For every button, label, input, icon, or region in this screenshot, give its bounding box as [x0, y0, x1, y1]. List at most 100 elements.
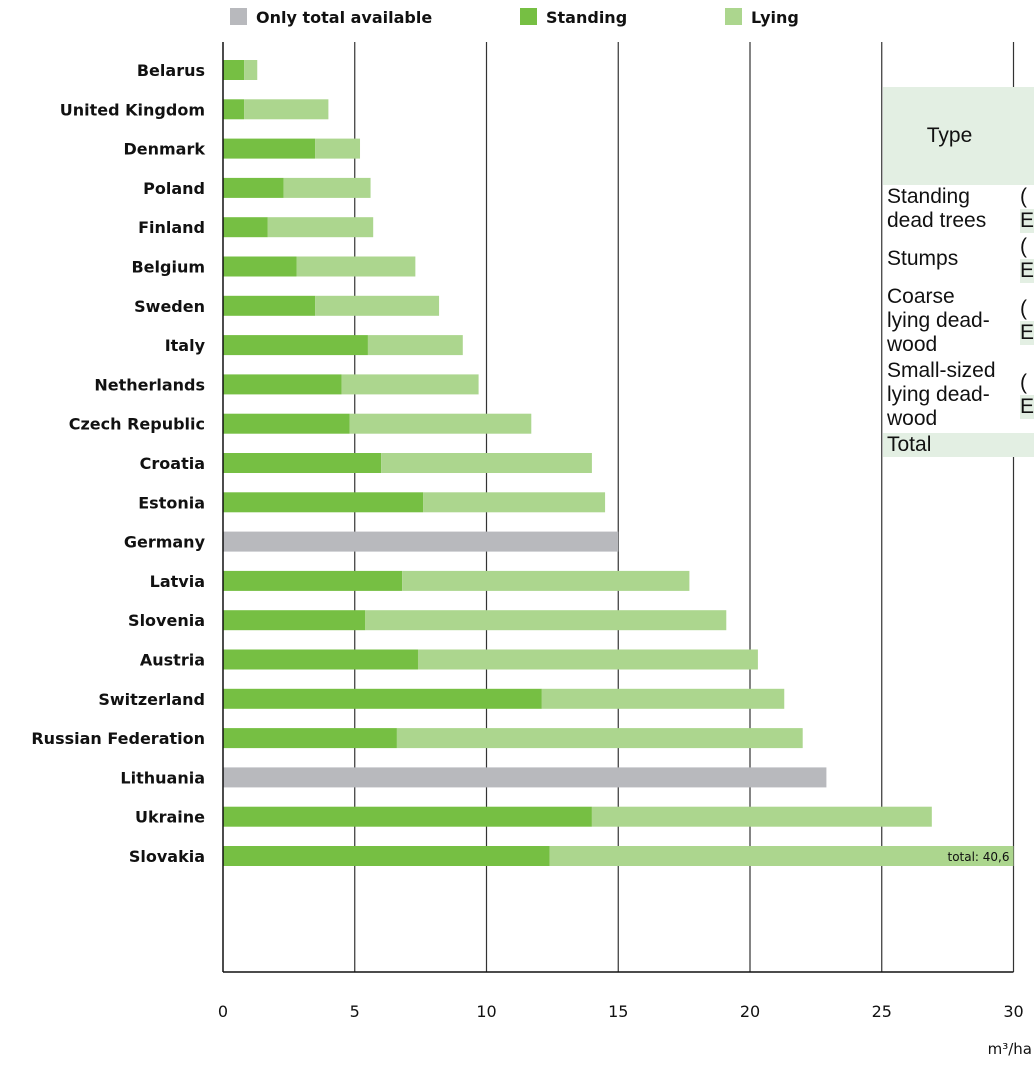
- x-tick-label: 25: [872, 1002, 892, 1021]
- table-stub-line: E: [1019, 259, 1034, 283]
- table-stub-line: (: [1019, 371, 1027, 394]
- bar-lying: [349, 413, 532, 434]
- bar-lying: [315, 295, 440, 316]
- bar-standing: [223, 453, 382, 473]
- bar-standing: [223, 335, 368, 356]
- bar-group: [223, 217, 374, 238]
- chart-legend: Only total available Standing Lying: [230, 8, 799, 27]
- bar-lying: [296, 256, 416, 277]
- table-cell-type: Small-sized lying dead-wood: [883, 357, 1016, 432]
- legend-item-lying: Lying: [725, 8, 799, 27]
- category-label: Italy: [165, 336, 206, 355]
- category-label: Croatia: [140, 454, 205, 473]
- category-label: Estonia: [138, 493, 205, 512]
- bar-standing: [223, 295, 316, 316]
- legend-item-total: Only total available: [230, 8, 432, 27]
- table-cell-stub: [1015, 431, 1034, 457]
- bar-group: [223, 531, 619, 552]
- bar-standing: [223, 570, 403, 591]
- bar-lying: [341, 374, 479, 395]
- bar-total: [223, 767, 827, 788]
- table-row: Stumps (E: [883, 233, 1034, 284]
- table-row: Small-sized lying dead-wood(E: [883, 357, 1034, 432]
- category-label: Denmark: [123, 140, 205, 159]
- table-cell-stub: (E: [1015, 357, 1034, 432]
- annotations: total: 40,6: [947, 850, 1009, 864]
- bar-standing: [223, 846, 550, 866]
- bar-group: [223, 374, 479, 395]
- table-stub-line: E: [1019, 321, 1034, 345]
- bar-group: [223, 649, 758, 670]
- table-cell-line: Standing: [887, 185, 970, 208]
- table-stub-line: E: [1019, 395, 1034, 419]
- bar-group: [223, 688, 785, 709]
- table-cell-line: wood: [887, 333, 938, 356]
- table-stub-line: (: [1019, 235, 1027, 258]
- table-header-stub: [1015, 87, 1034, 185]
- bar-lying: [541, 688, 785, 709]
- bar-standing: [223, 492, 424, 513]
- category-label: Russian Federation: [31, 729, 205, 748]
- bar-group: [223, 767, 827, 788]
- table-cell-line: Small-sized: [887, 359, 996, 382]
- category-label: Austria: [140, 651, 205, 670]
- table-cell-type: Total: [883, 431, 1016, 457]
- deadwood-type-table: Type Standing dead trees(E Stumps(E Coarse ly…: [883, 87, 1034, 457]
- x-tick-labels: 0 5 10 15 20 25 30: [218, 1002, 1024, 1021]
- table-row: Coarse lying dead-wood(E: [883, 283, 1034, 358]
- bar-group: [223, 570, 690, 591]
- bar-lying: [244, 99, 329, 120]
- bar-standing: [223, 138, 316, 159]
- category-labels: Belarus United Kingdom Denmark Poland Finlan…: [31, 61, 205, 866]
- bar-group: [223, 99, 329, 120]
- category-label: Lithuania: [120, 768, 205, 787]
- bar-lying: [417, 649, 758, 670]
- table-stub-line: (: [1019, 185, 1027, 208]
- bar-group: [223, 846, 1014, 866]
- legend-swatch-total: [230, 8, 247, 25]
- x-tick-label: 20: [740, 1002, 760, 1021]
- x-tick-label: 30: [1003, 1002, 1023, 1021]
- x-tick-label: 10: [476, 1002, 496, 1021]
- bar-group: [223, 413, 532, 434]
- table-cell-line: wood: [887, 407, 938, 430]
- legend-swatch-standing: [520, 8, 537, 25]
- bar-standing: [223, 649, 418, 670]
- table-cell-line: dead trees: [887, 209, 987, 232]
- category-label: Finland: [138, 218, 205, 237]
- bar-standing: [223, 99, 245, 120]
- category-label: Slovakia: [129, 847, 205, 866]
- bar-lying: [381, 453, 592, 473]
- category-label: Belarus: [137, 61, 205, 80]
- category-label: Belgium: [131, 258, 205, 277]
- category-label: Poland: [143, 179, 205, 198]
- x-tick-label: 15: [608, 1002, 628, 1021]
- bar-total: [223, 531, 619, 552]
- category-label: Slovenia: [128, 611, 205, 630]
- bar-standing: [223, 374, 342, 395]
- bar-lying: [365, 610, 727, 631]
- table-cell-stub: (E: [1016, 185, 1034, 234]
- bar-standing: [223, 413, 350, 434]
- table-row: Total: [883, 431, 1034, 457]
- bar-group: [223, 492, 606, 513]
- bar-lying: [396, 728, 803, 749]
- bar-lying: [244, 60, 258, 80]
- bar-standing: [223, 217, 268, 238]
- table-cell-type: Standing dead trees: [883, 185, 1016, 234]
- bar-group: [223, 256, 416, 277]
- table-stub-line: (: [1019, 297, 1027, 320]
- legend-label-total: Only total available: [256, 8, 432, 27]
- bar-standing: [223, 610, 366, 631]
- bar-group: [223, 728, 803, 749]
- table-cell-line: Stumps: [887, 247, 959, 270]
- table-header-type: Type: [883, 87, 1016, 185]
- bar-group: [223, 806, 932, 827]
- table-cell-line: Coarse: [887, 285, 955, 308]
- bar-standing: [223, 728, 397, 749]
- bar-lying: [402, 570, 690, 591]
- legend-label-lying: Lying: [751, 8, 799, 27]
- legend-label-standing: Standing: [546, 8, 627, 27]
- table-row: Standing dead trees(E: [883, 185, 1034, 234]
